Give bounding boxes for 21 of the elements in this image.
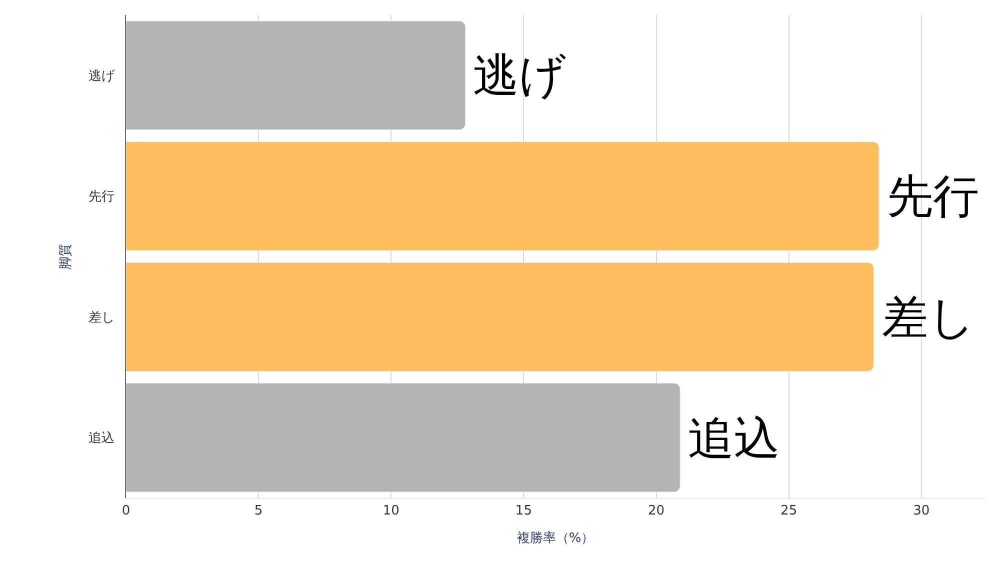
- y-tick-label: 逃げ: [88, 68, 116, 84]
- bar: [126, 383, 680, 492]
- y-tick-label: 追込: [88, 431, 114, 446]
- annotation: 追込: [688, 411, 780, 465]
- x-tick-label: 5: [254, 504, 263, 519]
- annotation: 先行: [887, 169, 979, 223]
- annotation: 逃げ: [473, 48, 566, 102]
- y-tick-label: 差し: [88, 310, 114, 326]
- annotation: 差し: [882, 290, 975, 344]
- x-tick-label: 20: [648, 504, 665, 519]
- x-axis-title: 複勝率（%）: [516, 530, 594, 546]
- bar: [126, 262, 874, 372]
- bar: [126, 20, 466, 130]
- x-tick-label: 25: [780, 504, 798, 519]
- bar: [126, 142, 880, 251]
- x-tick-label: 0: [122, 504, 130, 519]
- x-tick-label: 10: [382, 504, 400, 519]
- x-tick-label: 15: [515, 504, 532, 519]
- y-axis-title: 脚質: [58, 244, 74, 270]
- y-tick-label: 先行: [88, 190, 114, 205]
- x-tick-label: 30: [913, 504, 930, 519]
